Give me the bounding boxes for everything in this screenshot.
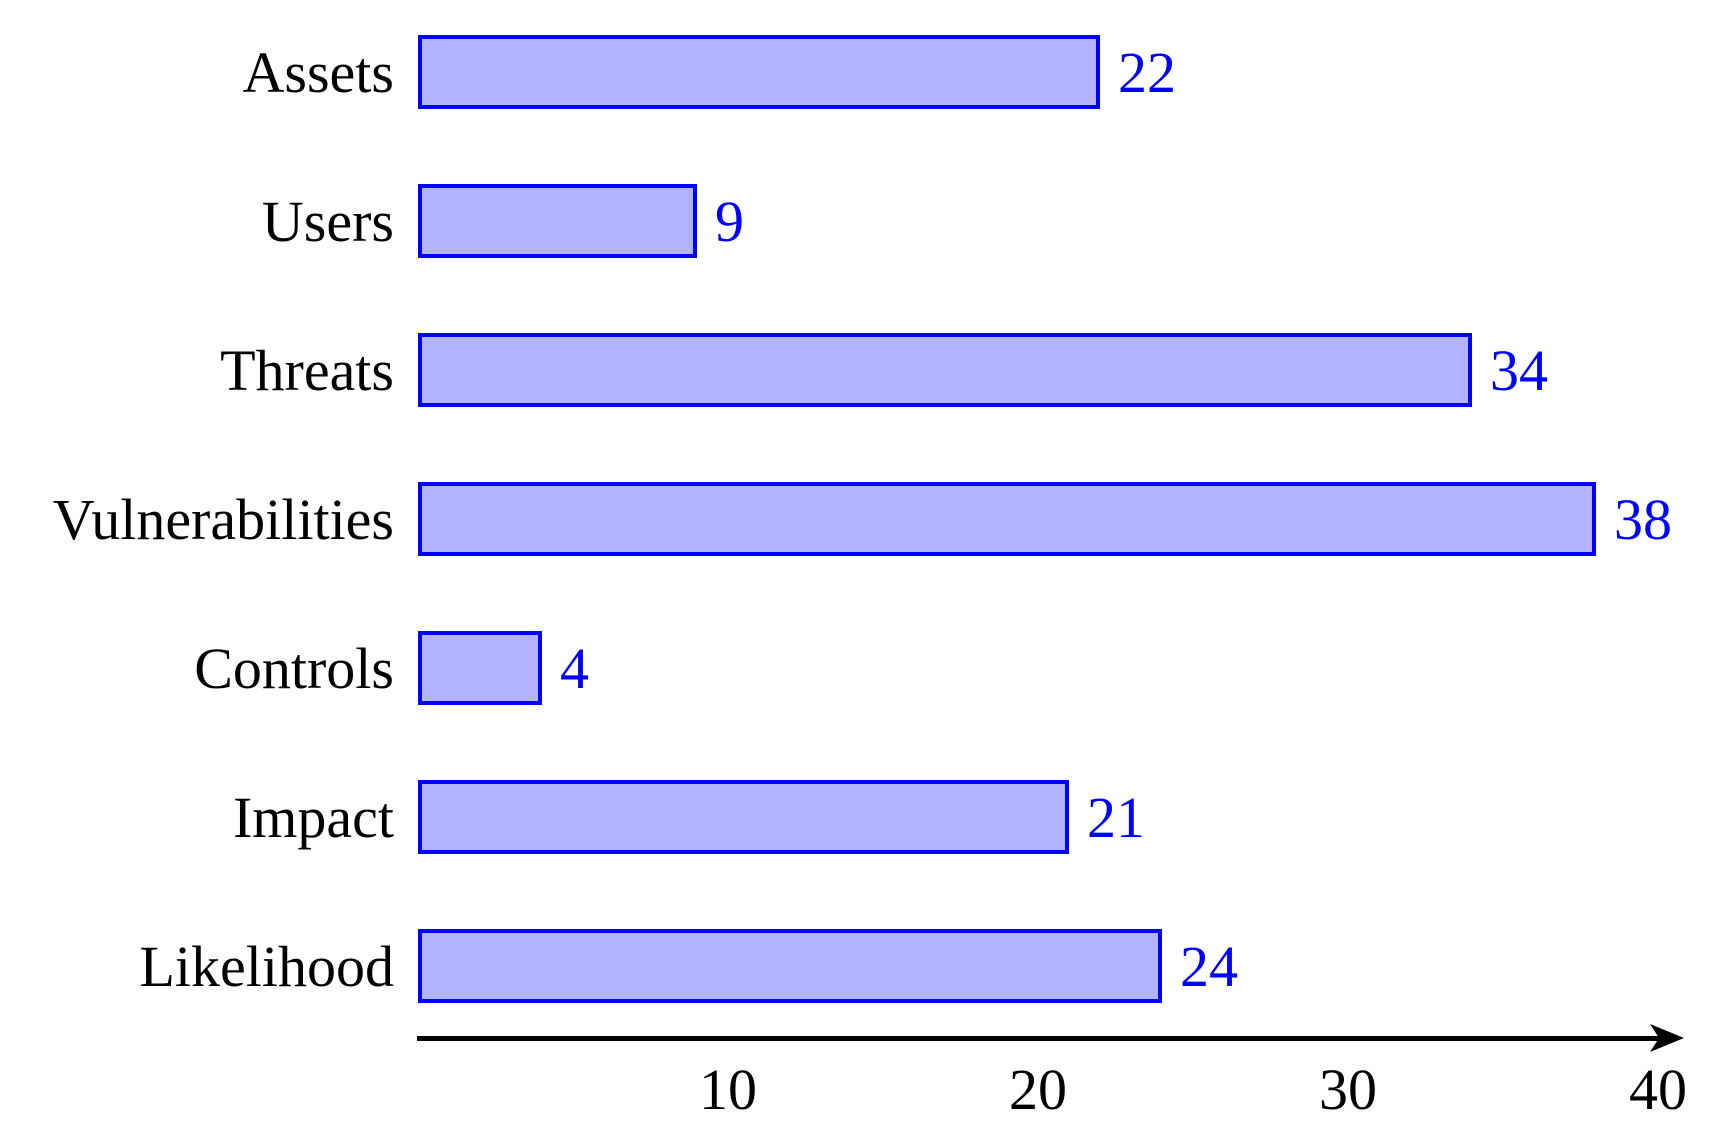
- value-label: 4: [560, 635, 589, 701]
- value-label: 9: [715, 188, 744, 254]
- category-label: Users: [261, 188, 394, 254]
- value-label: 21: [1087, 784, 1145, 850]
- x-axis-arrowhead-icon: [1650, 1024, 1684, 1052]
- bar: [418, 780, 1069, 854]
- category-label: Likelihood: [139, 933, 394, 999]
- value-label: 22: [1118, 39, 1176, 105]
- bar: [418, 184, 697, 258]
- bar: [418, 929, 1162, 1003]
- value-label: 38: [1614, 486, 1672, 552]
- category-label: Impact: [232, 784, 394, 850]
- x-tick-label: 30: [1319, 1057, 1377, 1122]
- category-label: Controls: [194, 635, 394, 701]
- bar: [418, 333, 1472, 407]
- value-label: 34: [1490, 337, 1548, 403]
- x-tick-label: 20: [1009, 1057, 1067, 1122]
- bar: [418, 482, 1596, 556]
- category-label: Vulnerabilities: [52, 486, 394, 552]
- x-axis-line: [417, 1036, 1662, 1041]
- bar: [418, 631, 542, 705]
- category-label: Assets: [242, 39, 394, 105]
- category-label: Threats: [220, 337, 394, 403]
- x-tick-label: 10: [699, 1057, 757, 1122]
- value-label: 24: [1180, 933, 1238, 999]
- bar: [418, 35, 1100, 109]
- x-tick-label: 40: [1629, 1057, 1687, 1122]
